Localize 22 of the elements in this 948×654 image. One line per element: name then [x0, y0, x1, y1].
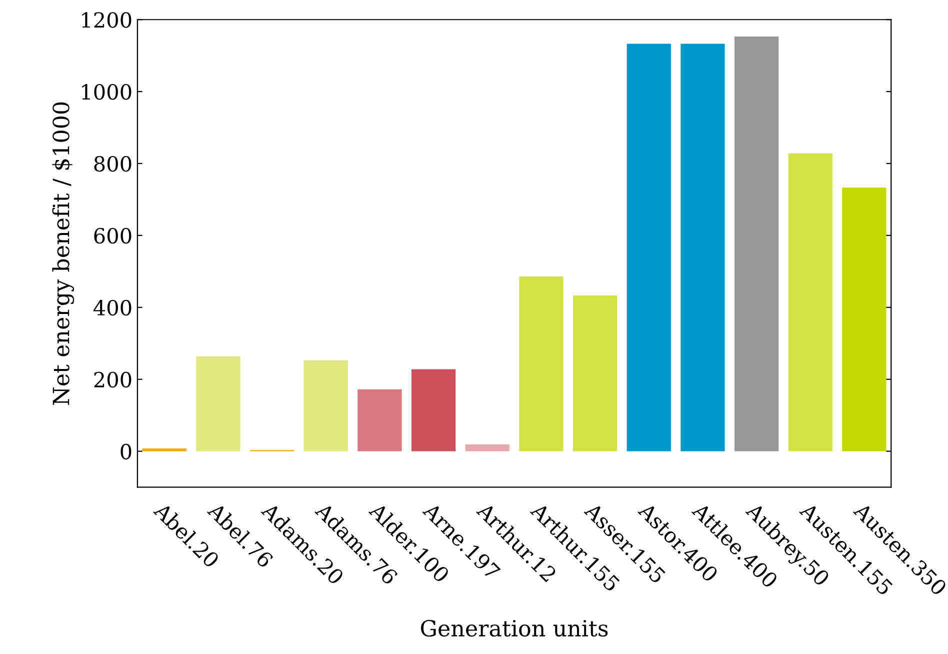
- bar: [626, 44, 671, 452]
- bar: [411, 369, 456, 452]
- bar: [519, 276, 564, 452]
- y-tick-label: 400: [93, 300, 132, 316]
- y-tick-label: 600: [94, 228, 132, 244]
- y-tick-label: 0: [120, 444, 132, 460]
- y-axis-title: Net energy benefit / $1000: [52, 102, 74, 405]
- bar: [465, 444, 510, 452]
- bar: [788, 153, 832, 452]
- bar: [304, 360, 348, 452]
- bar: [680, 44, 725, 452]
- bar: [734, 36, 779, 452]
- bar: [358, 389, 402, 452]
- y-tick-label: 200: [94, 372, 132, 388]
- bar: [142, 448, 186, 452]
- y-tick-label: 800: [94, 156, 132, 172]
- bar: [842, 188, 886, 452]
- x-axis-title: Generation units: [420, 620, 608, 637]
- y-tick-label: 1200: [82, 12, 132, 28]
- bar: [196, 356, 240, 452]
- y-tick-label: 1000: [82, 84, 132, 100]
- bar: [572, 296, 618, 452]
